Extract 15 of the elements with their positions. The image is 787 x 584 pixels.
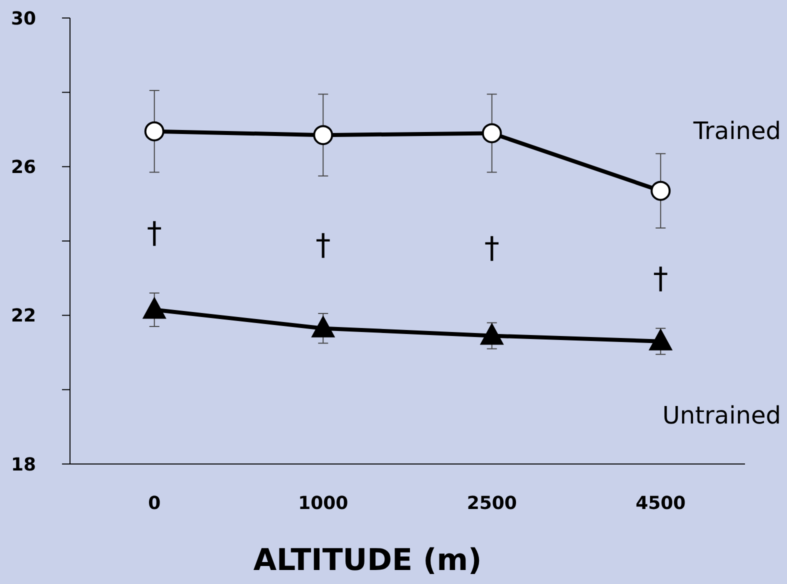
x-tick-label: 4500 [636, 493, 686, 514]
annotation: † [484, 231, 500, 266]
x-tick-label: 1000 [298, 493, 348, 514]
x-tick-label: 0 [148, 493, 161, 514]
annotation: † [316, 228, 331, 264]
x-tick-label: 2500 [466, 493, 517, 514]
x-axis-title: ALTITUDE (m) [253, 543, 482, 578]
series-label: Trained [692, 116, 781, 145]
y-tick-label: 26 [10, 156, 36, 178]
annotation: † [146, 216, 162, 252]
annotation: † [653, 262, 668, 297]
text: Untrained [662, 401, 781, 430]
y-tick-label: 30 [10, 8, 36, 30]
y-tick-label: 18 [10, 454, 36, 476]
y-tick-label: 22 [10, 306, 36, 327]
